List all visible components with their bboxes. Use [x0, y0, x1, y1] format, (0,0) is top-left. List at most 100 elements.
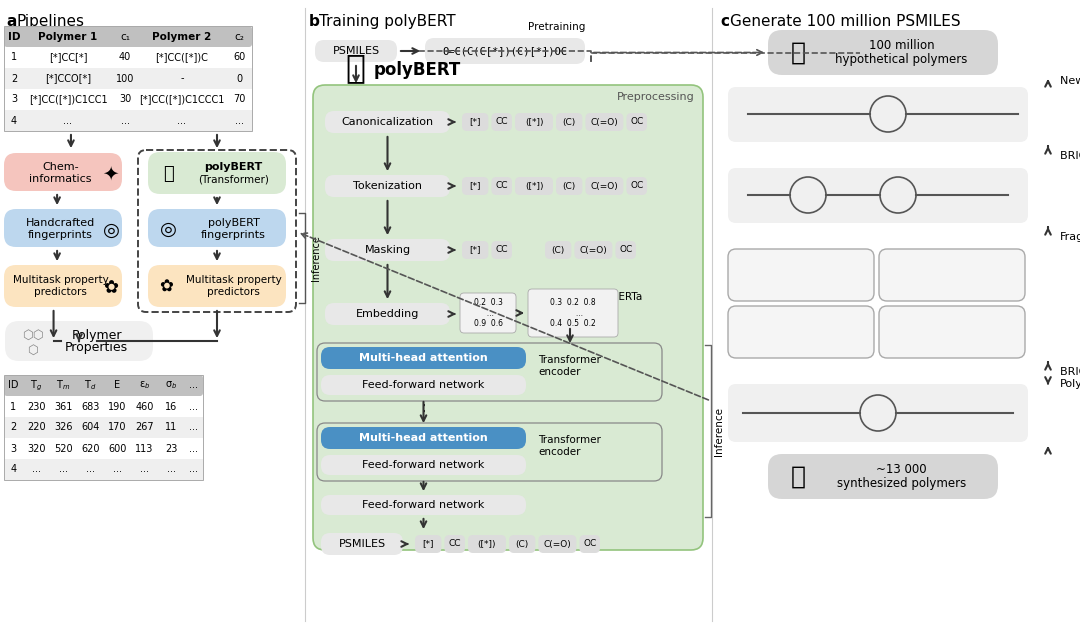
Text: Polymer 2: Polymer 2: [152, 31, 212, 42]
Text: T$_g$: T$_g$: [30, 378, 42, 392]
Text: (C): (C): [515, 540, 529, 548]
FancyBboxPatch shape: [579, 535, 600, 553]
Text: Inference: Inference: [714, 406, 724, 455]
FancyBboxPatch shape: [321, 347, 526, 369]
Text: a: a: [6, 14, 16, 29]
Text: [*]: [*]: [470, 182, 481, 191]
Text: [*]: [*]: [422, 540, 434, 548]
FancyBboxPatch shape: [556, 113, 582, 131]
FancyBboxPatch shape: [491, 177, 512, 195]
FancyBboxPatch shape: [148, 265, 286, 307]
Text: OC: OC: [630, 182, 644, 191]
FancyBboxPatch shape: [4, 153, 122, 191]
Text: Pipelines: Pipelines: [16, 14, 84, 29]
Text: 30: 30: [119, 94, 131, 104]
Text: ...: ...: [189, 443, 199, 454]
Text: T$_m$: T$_m$: [56, 379, 70, 392]
Text: 620: 620: [81, 443, 99, 454]
FancyBboxPatch shape: [616, 241, 636, 259]
Text: OC: OC: [630, 118, 644, 126]
Text: [*]CC([*])C1CCC1: [*]CC([*])C1CCC1: [139, 94, 225, 104]
Text: ...: ...: [189, 464, 199, 474]
Text: ⬡⬡
⬡: ⬡⬡ ⬡: [22, 329, 44, 357]
FancyBboxPatch shape: [415, 535, 442, 553]
FancyBboxPatch shape: [321, 455, 526, 475]
FancyBboxPatch shape: [491, 241, 512, 259]
Text: ...: ...: [167, 464, 176, 474]
Text: b: b: [309, 14, 320, 29]
FancyBboxPatch shape: [879, 306, 1025, 358]
Text: (Transformer): (Transformer): [198, 175, 269, 185]
Text: CC: CC: [448, 540, 461, 548]
Text: ✿: ✿: [104, 279, 119, 297]
Text: 0.3  0.2  0.8
     ...
0.4  0.5  0.2: 0.3 0.2 0.8 ... 0.4 0.5 0.2: [550, 298, 596, 328]
FancyBboxPatch shape: [4, 47, 252, 68]
Bar: [4, 375, 203, 480]
FancyBboxPatch shape: [321, 495, 526, 515]
Text: ⋮: ⋮: [415, 403, 432, 421]
Text: Multitask property: Multitask property: [13, 275, 108, 285]
Text: 🗄: 🗄: [791, 464, 806, 489]
Text: 100: 100: [116, 74, 134, 84]
Text: 220: 220: [27, 423, 45, 433]
FancyBboxPatch shape: [313, 85, 703, 550]
Text: polyBERT: polyBERT: [374, 61, 461, 79]
FancyBboxPatch shape: [4, 396, 203, 417]
Text: C(=O): C(=O): [543, 540, 571, 548]
Text: CC: CC: [496, 182, 508, 191]
Text: ...: ...: [177, 116, 187, 126]
Text: ...: ...: [113, 464, 122, 474]
Text: 0: 0: [235, 74, 242, 84]
Text: Preprocessing: Preprocessing: [618, 92, 696, 102]
Text: 1: 1: [11, 401, 16, 411]
FancyBboxPatch shape: [768, 30, 998, 75]
FancyBboxPatch shape: [626, 113, 647, 131]
Text: 2: 2: [11, 423, 16, 433]
Text: New polymers: New polymers: [1059, 76, 1080, 86]
FancyBboxPatch shape: [321, 375, 526, 395]
Text: c₁: c₁: [120, 31, 130, 42]
Text: Properties: Properties: [65, 342, 129, 355]
Text: ...: ...: [59, 464, 68, 474]
Text: PSMILES: PSMILES: [338, 539, 386, 549]
Text: T$_d$: T$_d$: [84, 379, 97, 392]
Text: 0.2  0.3
  ...
0.9  0.6: 0.2 0.3 ... 0.9 0.6: [473, 298, 502, 328]
Text: fingerprints: fingerprints: [201, 230, 266, 240]
FancyBboxPatch shape: [585, 113, 623, 131]
FancyBboxPatch shape: [728, 87, 1028, 142]
Text: Fragments: Fragments: [1059, 232, 1080, 242]
FancyBboxPatch shape: [528, 289, 618, 337]
Text: [*]CC([*])C: [*]CC([*])C: [156, 52, 208, 62]
FancyBboxPatch shape: [321, 427, 526, 449]
Text: ...: ...: [32, 464, 41, 474]
FancyBboxPatch shape: [325, 239, 450, 261]
Text: ID: ID: [8, 31, 21, 42]
Text: [*]CC([*])C1CC1: [*]CC([*])C1CC1: [29, 94, 107, 104]
Text: CC: CC: [496, 118, 508, 126]
Text: BRICS Decomposition: BRICS Decomposition: [1059, 367, 1080, 377]
Text: PSMILES: PSMILES: [333, 46, 379, 56]
Text: 23: 23: [165, 443, 178, 454]
Text: C(=O): C(=O): [580, 245, 607, 255]
Text: 60: 60: [233, 52, 245, 62]
Text: 3: 3: [11, 443, 16, 454]
Text: Pretraining: Pretraining: [528, 22, 585, 32]
Text: 40: 40: [119, 52, 131, 62]
Text: Embedding: Embedding: [355, 309, 419, 319]
Text: [*]: [*]: [470, 118, 481, 126]
FancyBboxPatch shape: [4, 89, 252, 110]
Text: c: c: [720, 14, 729, 29]
Text: hypothetical polymers: hypothetical polymers: [835, 53, 968, 66]
Text: 🧠: 🧠: [345, 52, 365, 84]
Text: Masking: Masking: [364, 245, 410, 255]
Text: σ$_b$: σ$_b$: [165, 379, 177, 391]
Text: BRICS Composition: BRICS Composition: [1059, 151, 1080, 161]
Text: c₂: c₂: [234, 31, 244, 42]
FancyBboxPatch shape: [148, 152, 286, 194]
FancyBboxPatch shape: [879, 249, 1025, 301]
Text: Feed-forward network: Feed-forward network: [362, 500, 485, 510]
Text: predictors: predictors: [35, 287, 87, 297]
Text: 460: 460: [135, 401, 153, 411]
FancyBboxPatch shape: [728, 168, 1028, 223]
Text: fingerprints: fingerprints: [28, 230, 93, 240]
